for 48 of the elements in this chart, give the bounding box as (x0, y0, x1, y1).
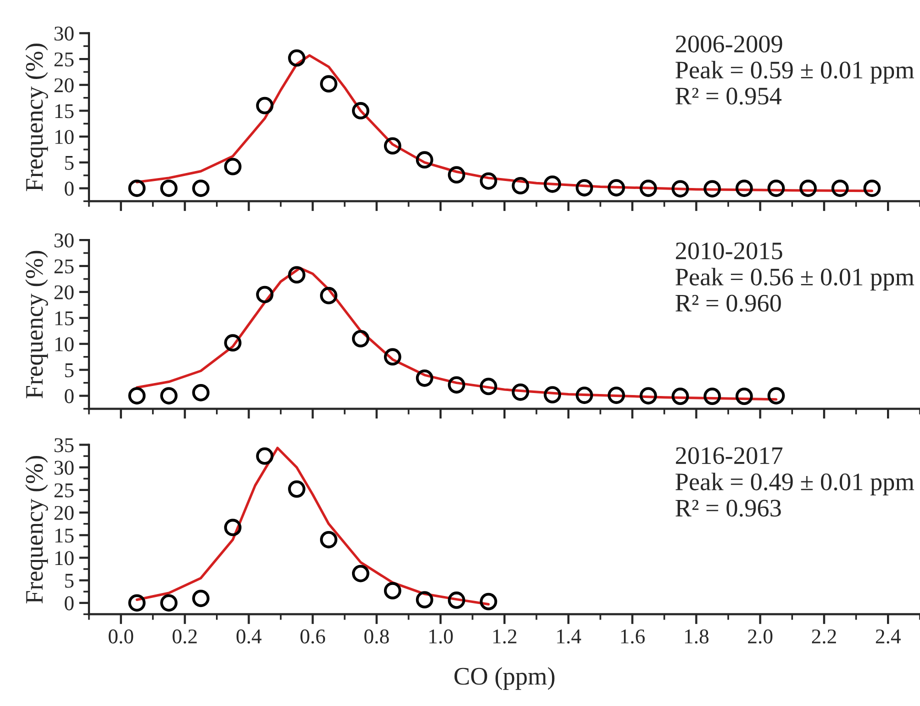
y-tick-label: 0 (64, 596, 74, 610)
x-tick-label: 2.4 (876, 629, 901, 644)
y-tick-label: 5 (65, 363, 74, 378)
annotation: 2016-2017 (676, 447, 782, 464)
annotation: 2010-2015 (676, 242, 782, 260)
y-tick-label: 35 (54, 438, 74, 452)
y-tick-label: 15 (55, 311, 74, 326)
x-tick-label: 2.0 (748, 629, 772, 644)
y-tick-label: 5 (65, 156, 74, 170)
x-tick-label: 1.0 (429, 629, 453, 644)
y-tick-label: 20 (54, 78, 74, 92)
x-axis-title: CO (ppm) (454, 667, 554, 690)
x-tick-label: 1.2 (493, 629, 516, 644)
annotation: Peak = 0.56 ± 0.01 ppm (676, 268, 914, 291)
y-axis-title: Frequency (%) (25, 456, 48, 604)
x-tick-label: 0.6 (300, 629, 326, 644)
x-tick-label: 1.4 (557, 630, 582, 644)
y-tick-label: 15 (55, 528, 74, 543)
x-tick-label: 1.6 (621, 629, 645, 644)
x-tick-label: 0.8 (364, 629, 389, 644)
x-tick-label: 0.2 (172, 629, 197, 644)
y-tick-label: 10 (55, 130, 74, 144)
x-tick-label: 1.8 (685, 629, 708, 644)
y-axis-title: Frequency (%) (25, 44, 48, 192)
y-tick-label: 10 (55, 337, 74, 352)
annotation: Peak = 0.49 ± 0.01 ppm (676, 472, 914, 496)
y-tick-label: 30 (54, 26, 74, 41)
y-tick-label: 25 (54, 259, 74, 274)
y-tick-label: 20 (54, 506, 74, 520)
y-tick-label: 10 (55, 551, 74, 566)
y-tick-label: 0 (64, 182, 74, 196)
annotation: R² = 0.963 (676, 500, 781, 517)
y-tick-label: 15 (55, 104, 74, 118)
annotation: 2006-2009 (676, 36, 782, 52)
annotation: Peak = 0.59 ± 0.01 ppm (676, 60, 914, 84)
y-tick-label: 25 (54, 483, 74, 498)
y-tick-label: 30 (54, 460, 74, 475)
x-tick-label: 0.0 (108, 629, 134, 644)
y-axis-title: Frequency (%) (25, 250, 48, 398)
y-tick-label: 20 (54, 285, 74, 300)
y-tick-label: 25 (54, 52, 74, 66)
y-tick-label: 30 (54, 233, 74, 248)
annotation: R² = 0.954 (676, 88, 782, 105)
x-tick-label: 2.2 (812, 629, 836, 644)
annotation: R² = 0.960 (676, 294, 781, 312)
x-tick-label: 0.4 (236, 629, 262, 644)
y-tick-label: 0 (64, 389, 74, 404)
y-tick-label: 5 (65, 574, 74, 588)
